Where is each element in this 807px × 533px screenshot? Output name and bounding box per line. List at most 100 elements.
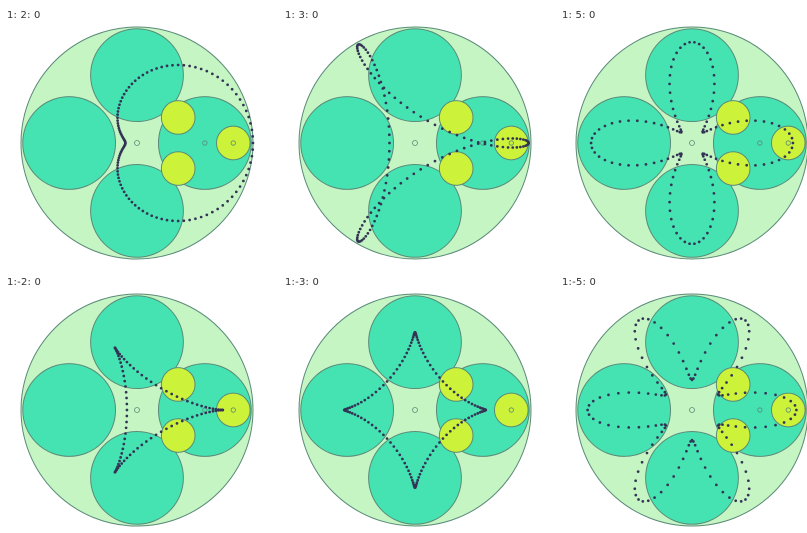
trace-dot	[119, 183, 123, 187]
small-circle-right	[493, 125, 529, 161]
panel-4	[20, 293, 254, 527]
trace-dot	[593, 132, 597, 135]
trace-dot	[470, 414, 474, 418]
panel-6	[575, 293, 807, 527]
trace-dot	[366, 215, 369, 219]
trace-dot	[590, 136, 594, 140]
trace-dot	[373, 63, 376, 67]
trace-dot	[746, 493, 750, 497]
trace-dot	[393, 96, 397, 100]
trace-dot	[675, 231, 678, 235]
trace-dot	[389, 376, 392, 379]
trace-dot	[120, 451, 124, 455]
trace-dot	[666, 157, 670, 161]
trace-dot	[669, 65, 673, 69]
trace-dot	[387, 133, 391, 137]
large-circle-bottom	[368, 430, 462, 525]
trace-dot	[395, 449, 399, 453]
trace-dot	[713, 200, 716, 204]
trace-dot	[116, 164, 119, 167]
trace-dot	[515, 137, 519, 140]
trace-dot	[656, 381, 659, 384]
trace-dot	[677, 466, 681, 469]
trace-dot	[660, 430, 664, 434]
trace-dot	[603, 158, 607, 162]
trace-dot	[782, 396, 786, 399]
trace-dot	[117, 106, 120, 110]
trace-dot	[119, 361, 122, 364]
trace-dot	[211, 407, 215, 411]
trace-dot	[133, 79, 137, 83]
trace-dot	[469, 144, 473, 148]
trace-dot	[679, 46, 682, 50]
large-circle-left	[22, 363, 117, 457]
planet-center-marker	[757, 140, 763, 146]
trace-dot	[238, 185, 242, 188]
trace-dot	[117, 462, 120, 466]
trace-dot	[116, 173, 120, 176]
trace-dot	[679, 128, 683, 131]
trace-dot	[783, 128, 787, 131]
trace-dot	[707, 168, 711, 172]
trace-dot	[407, 469, 410, 473]
trace-dot	[747, 337, 750, 341]
trace-dot	[634, 323, 638, 327]
panel-label-5: 1:-3: 0	[285, 277, 320, 288]
trace-dot	[383, 94, 386, 97]
small-circle-upper	[160, 367, 196, 402]
trace-dot	[137, 76, 141, 80]
trace-dot	[598, 396, 602, 399]
trace-dot	[478, 411, 482, 414]
trace-dot	[226, 83, 229, 87]
trace-dot	[770, 121, 774, 125]
trace-dot	[675, 51, 678, 55]
trace-dot	[373, 206, 377, 210]
trace-dot	[249, 161, 252, 164]
trace-dot	[456, 393, 460, 397]
trace-dot	[119, 99, 123, 103]
trace-dot	[356, 402, 360, 406]
trace-dot	[789, 417, 793, 421]
trace-dot	[403, 355, 407, 359]
trace-dot	[418, 344, 422, 348]
trace-dot	[155, 67, 158, 70]
trace-dot	[664, 393, 668, 396]
trace-dot	[377, 81, 381, 85]
trace-dot	[412, 110, 416, 114]
center-marker	[689, 140, 695, 146]
trace-dot	[125, 396, 128, 400]
trace-dot	[671, 175, 675, 179]
trace-dot	[194, 65, 197, 69]
small-circle-upper	[715, 367, 751, 402]
trace-dot	[118, 103, 121, 107]
trace-dot	[714, 125, 718, 129]
trace-dot	[725, 436, 728, 439]
trace-dot	[627, 391, 631, 394]
trace-dot	[386, 117, 390, 120]
trace-dot	[467, 416, 471, 420]
trace-dot	[495, 138, 499, 141]
trace-dot	[663, 423, 667, 426]
trace-dot	[118, 179, 121, 183]
trace-dot	[384, 181, 388, 185]
trace-dot	[387, 125, 391, 128]
trace-dot	[644, 120, 648, 123]
trace-dot	[191, 401, 194, 405]
trace-dot	[150, 68, 154, 72]
trace-dot	[681, 457, 685, 461]
trace-dot	[409, 341, 413, 344]
trace-dot	[122, 92, 126, 96]
trace-dot	[415, 336, 419, 339]
trace-dot	[205, 69, 209, 73]
large-circle-left	[22, 96, 117, 190]
trace-dot	[362, 237, 366, 240]
trace-dot	[363, 418, 367, 422]
trace-dot	[668, 82, 671, 86]
trace-dot	[777, 124, 781, 128]
trace-dot	[251, 135, 255, 138]
trace-dot	[199, 215, 203, 219]
trace-dot	[706, 51, 709, 55]
center-marker	[689, 407, 695, 413]
trace-dot	[589, 141, 593, 145]
trace-dot	[673, 114, 677, 118]
